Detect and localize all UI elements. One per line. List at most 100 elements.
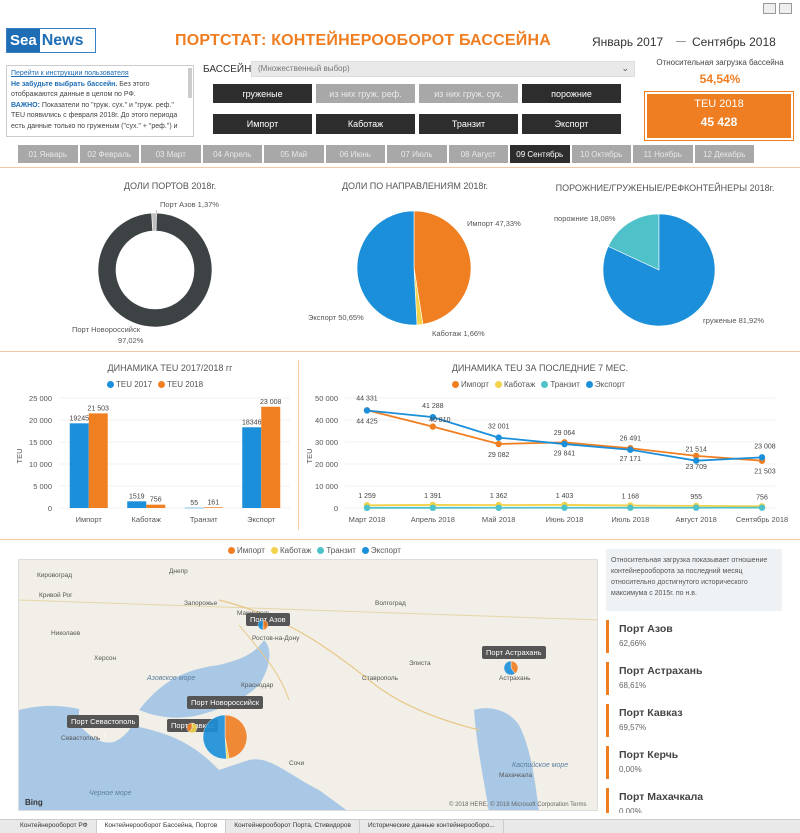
map-marker-novorossiysk[interactable] bbox=[224, 714, 248, 759]
map-legend-item-1[interactable]: Каботаж bbox=[270, 546, 311, 555]
line-legend-item-0[interactable]: Импорт bbox=[452, 380, 489, 389]
map-legend-item-0[interactable]: Импорт bbox=[228, 546, 265, 555]
port-card[interactable]: Порт Азов 62,66% bbox=[606, 620, 782, 653]
map-legend-item-3[interactable]: Экспорт bbox=[361, 546, 401, 555]
month-8[interactable]: 08 Август bbox=[448, 145, 508, 163]
map-city: Запорожье bbox=[184, 600, 218, 607]
line-point[interactable] bbox=[429, 423, 437, 430]
report-tab-1[interactable]: Контейнерооборот Бассейна, Портов bbox=[96, 820, 227, 833]
map-marker-azov[interactable] bbox=[262, 619, 269, 631]
bar-1-0[interactable] bbox=[88, 413, 108, 508]
line-point[interactable] bbox=[561, 504, 568, 511]
map-city: Махачкала bbox=[499, 772, 533, 779]
map-port-badge[interactable]: Порт Астрахань bbox=[482, 646, 546, 659]
month-4[interactable]: 04 Апрель bbox=[202, 145, 262, 163]
basin-select[interactable]: (Множественный выбор) ⌄ bbox=[251, 61, 635, 77]
month-7[interactable]: 07 Июль bbox=[387, 145, 447, 163]
print-icon[interactable] bbox=[763, 3, 776, 14]
line-legend-item-1[interactable]: Каботаж bbox=[494, 380, 535, 389]
donut-slice-0[interactable] bbox=[97, 212, 213, 328]
line-point[interactable] bbox=[495, 434, 502, 441]
month-2[interactable]: 02 Февраль bbox=[79, 145, 139, 163]
month-9[interactable]: 09 Сентябрь bbox=[510, 145, 570, 163]
line-point[interactable] bbox=[495, 504, 502, 511]
line-legend-item-2[interactable]: Транзит bbox=[541, 380, 580, 389]
cargo-slice-1[interactable] bbox=[602, 213, 716, 327]
line-point[interactable] bbox=[692, 452, 700, 460]
line-point[interactable] bbox=[561, 440, 568, 448]
legend-label: TEU 2017 bbox=[116, 380, 153, 389]
bar-1-1[interactable] bbox=[146, 504, 166, 508]
line-point[interactable] bbox=[363, 407, 371, 414]
period-from[interactable]: Январь 2017 bbox=[592, 35, 664, 49]
report-tab-3[interactable]: Исторические данные контейнерооборо... bbox=[360, 820, 504, 833]
map-port-badge[interactable]: Порт Азов bbox=[246, 613, 290, 626]
port-card[interactable]: Порт Астрахань 68,61% bbox=[606, 662, 782, 695]
month-3[interactable]: 03 Март bbox=[141, 145, 201, 163]
bar-label: 55 bbox=[190, 500, 198, 507]
legend-dot bbox=[228, 547, 235, 554]
cargo-filter-0[interactable]: груженые bbox=[213, 84, 312, 103]
map[interactable]: Кировоград Днепр Кривой Рог Запорожье Никола… bbox=[18, 559, 598, 811]
line-point[interactable] bbox=[627, 446, 634, 453]
period-to[interactable]: Сентябрь 2018 bbox=[692, 35, 776, 49]
direction-slice-0[interactable] bbox=[413, 210, 472, 325]
direction-filter-2[interactable]: Транзит bbox=[419, 114, 518, 134]
map-marker-novorossiysk[interactable] bbox=[202, 714, 227, 760]
month-1[interactable]: 01 Январь bbox=[18, 145, 78, 163]
map-marker-astrakhan[interactable] bbox=[503, 660, 516, 676]
line-point[interactable] bbox=[429, 504, 437, 512]
map-marker-azov[interactable] bbox=[257, 619, 264, 631]
bar-0-0[interactable] bbox=[69, 423, 89, 508]
line-point[interactable] bbox=[692, 504, 700, 511]
direction-filter-1[interactable]: Каботаж bbox=[316, 114, 415, 134]
legend-item-2017[interactable]: TEU 2017 bbox=[107, 380, 152, 389]
line-point[interactable] bbox=[758, 504, 766, 511]
direction-slice-2[interactable] bbox=[356, 210, 418, 326]
month-12[interactable]: 12 Декабрь bbox=[694, 145, 754, 163]
legend-dot bbox=[494, 381, 502, 388]
line-point[interactable] bbox=[495, 440, 502, 448]
cargo-filter-3[interactable]: порожние bbox=[522, 84, 621, 103]
month-11[interactable]: 11 Ноябрь bbox=[633, 145, 693, 163]
legend-item-2018[interactable]: TEU 2018 bbox=[158, 380, 203, 389]
month-6[interactable]: 06 Июнь bbox=[325, 145, 385, 163]
y-tick: 0 bbox=[334, 504, 338, 513]
map-port-badge[interactable]: Порт Новороссийск bbox=[187, 696, 263, 709]
expand-icon[interactable] bbox=[779, 3, 792, 14]
direction-filter-3[interactable]: Экспорт bbox=[522, 114, 621, 134]
bar-0-3[interactable] bbox=[242, 427, 262, 508]
instructions-link[interactable]: Перейти к инструкции пользователя bbox=[11, 70, 129, 77]
cargo-slice-0[interactable] bbox=[607, 213, 660, 271]
bar-1-3[interactable] bbox=[261, 406, 281, 508]
month-5[interactable]: 05 Май bbox=[264, 145, 324, 163]
direction-label-1: Каботаж 1,66% bbox=[432, 329, 485, 338]
line-point[interactable] bbox=[758, 454, 766, 461]
port-card[interactable]: Порт Махачкала 0,00% bbox=[606, 788, 782, 813]
bar-1-2[interactable] bbox=[203, 507, 223, 508]
report-tab-0[interactable]: Контейнерооборот РФ bbox=[0, 820, 97, 833]
bar-0-2[interactable] bbox=[184, 507, 204, 509]
cargo-filter-2[interactable]: из них груж. сух. bbox=[419, 84, 518, 103]
line-point[interactable] bbox=[429, 413, 437, 421]
map-port-badge[interactable]: Порт Севастополь bbox=[67, 715, 140, 728]
line-point[interactable] bbox=[692, 457, 700, 464]
bar-label: 1519 bbox=[129, 493, 145, 500]
export-label: 26 491 bbox=[620, 436, 642, 443]
month-10[interactable]: 10 Октябрь bbox=[571, 145, 631, 163]
map-city: Сочи bbox=[289, 760, 305, 767]
x-tick: Март 2018 bbox=[349, 515, 386, 524]
line-legend-item-3[interactable]: Экспорт bbox=[585, 380, 625, 389]
port-card[interactable]: Порт Керчь 0,00% bbox=[606, 746, 782, 779]
line-point[interactable] bbox=[627, 504, 634, 511]
map-marker-kavkaz[interactable] bbox=[188, 722, 198, 734]
line-point[interactable] bbox=[363, 504, 371, 512]
map-legend-item-2[interactable]: Транзит bbox=[317, 546, 356, 555]
map-marker-kavkaz[interactable] bbox=[186, 722, 193, 733]
bar-0-1[interactable] bbox=[127, 501, 147, 508]
report-tab-2[interactable]: Контейнерооборот Порта, Стивидоров bbox=[226, 820, 360, 833]
note-scrollbar[interactable] bbox=[188, 68, 192, 98]
cargo-filter-1[interactable]: из них груж. реф. bbox=[316, 84, 415, 103]
direction-filter-0[interactable]: Импорт bbox=[213, 114, 312, 134]
port-card[interactable]: Порт Кавказ 69,57% bbox=[606, 704, 782, 737]
